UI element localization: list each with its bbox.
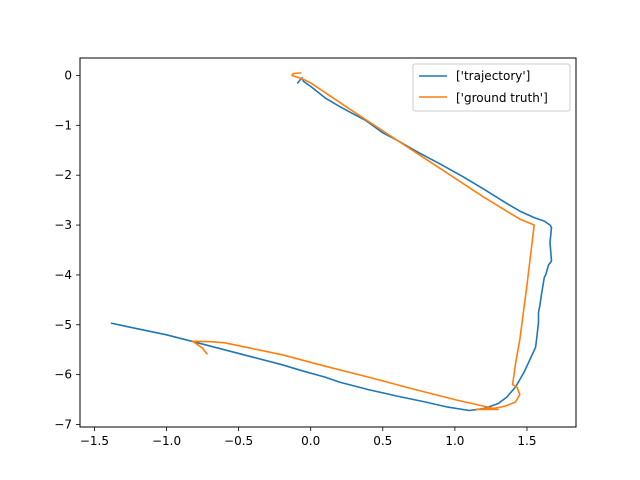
legend: ['trajectory'] ['ground truth'] bbox=[412, 63, 571, 112]
series-line-trajectory bbox=[110, 77, 553, 412]
x-tick-label: −0.5 bbox=[224, 434, 253, 448]
y-tick-label: −7 bbox=[54, 418, 72, 432]
legend-box bbox=[412, 63, 571, 112]
x-tick-label: 1.0 bbox=[445, 434, 464, 448]
legend-label-trajectory: ['trajectory'] bbox=[456, 69, 530, 83]
x-tick-label: −1.0 bbox=[152, 434, 181, 448]
y-tick-label: −2 bbox=[54, 168, 72, 182]
x-tick-label: 1.5 bbox=[517, 434, 536, 448]
x-tick-label: 0.0 bbox=[301, 434, 320, 448]
y-tick-label: −5 bbox=[54, 318, 72, 332]
x-tick-label: 0.5 bbox=[373, 434, 392, 448]
series-line-ground-truth bbox=[191, 72, 536, 411]
legend-label-ground-truth: ['ground truth'] bbox=[456, 91, 548, 105]
series-lines bbox=[110, 72, 553, 412]
y-tick-label: −4 bbox=[54, 268, 72, 282]
plot-area-frame bbox=[79, 57, 577, 428]
y-tick-label: −3 bbox=[54, 218, 72, 232]
y-tick-label: 0 bbox=[64, 68, 72, 82]
y-tick-label: −1 bbox=[54, 118, 72, 132]
x-axis: −1.5 −1.0 −0.5 0.0 0.5 1.0 1.5 bbox=[80, 427, 537, 448]
y-axis: 0 −1 −2 −3 −4 −5 −6 −7 bbox=[54, 68, 80, 432]
x-tick-label: −1.5 bbox=[80, 434, 109, 448]
y-tick-label: −6 bbox=[54, 368, 72, 382]
